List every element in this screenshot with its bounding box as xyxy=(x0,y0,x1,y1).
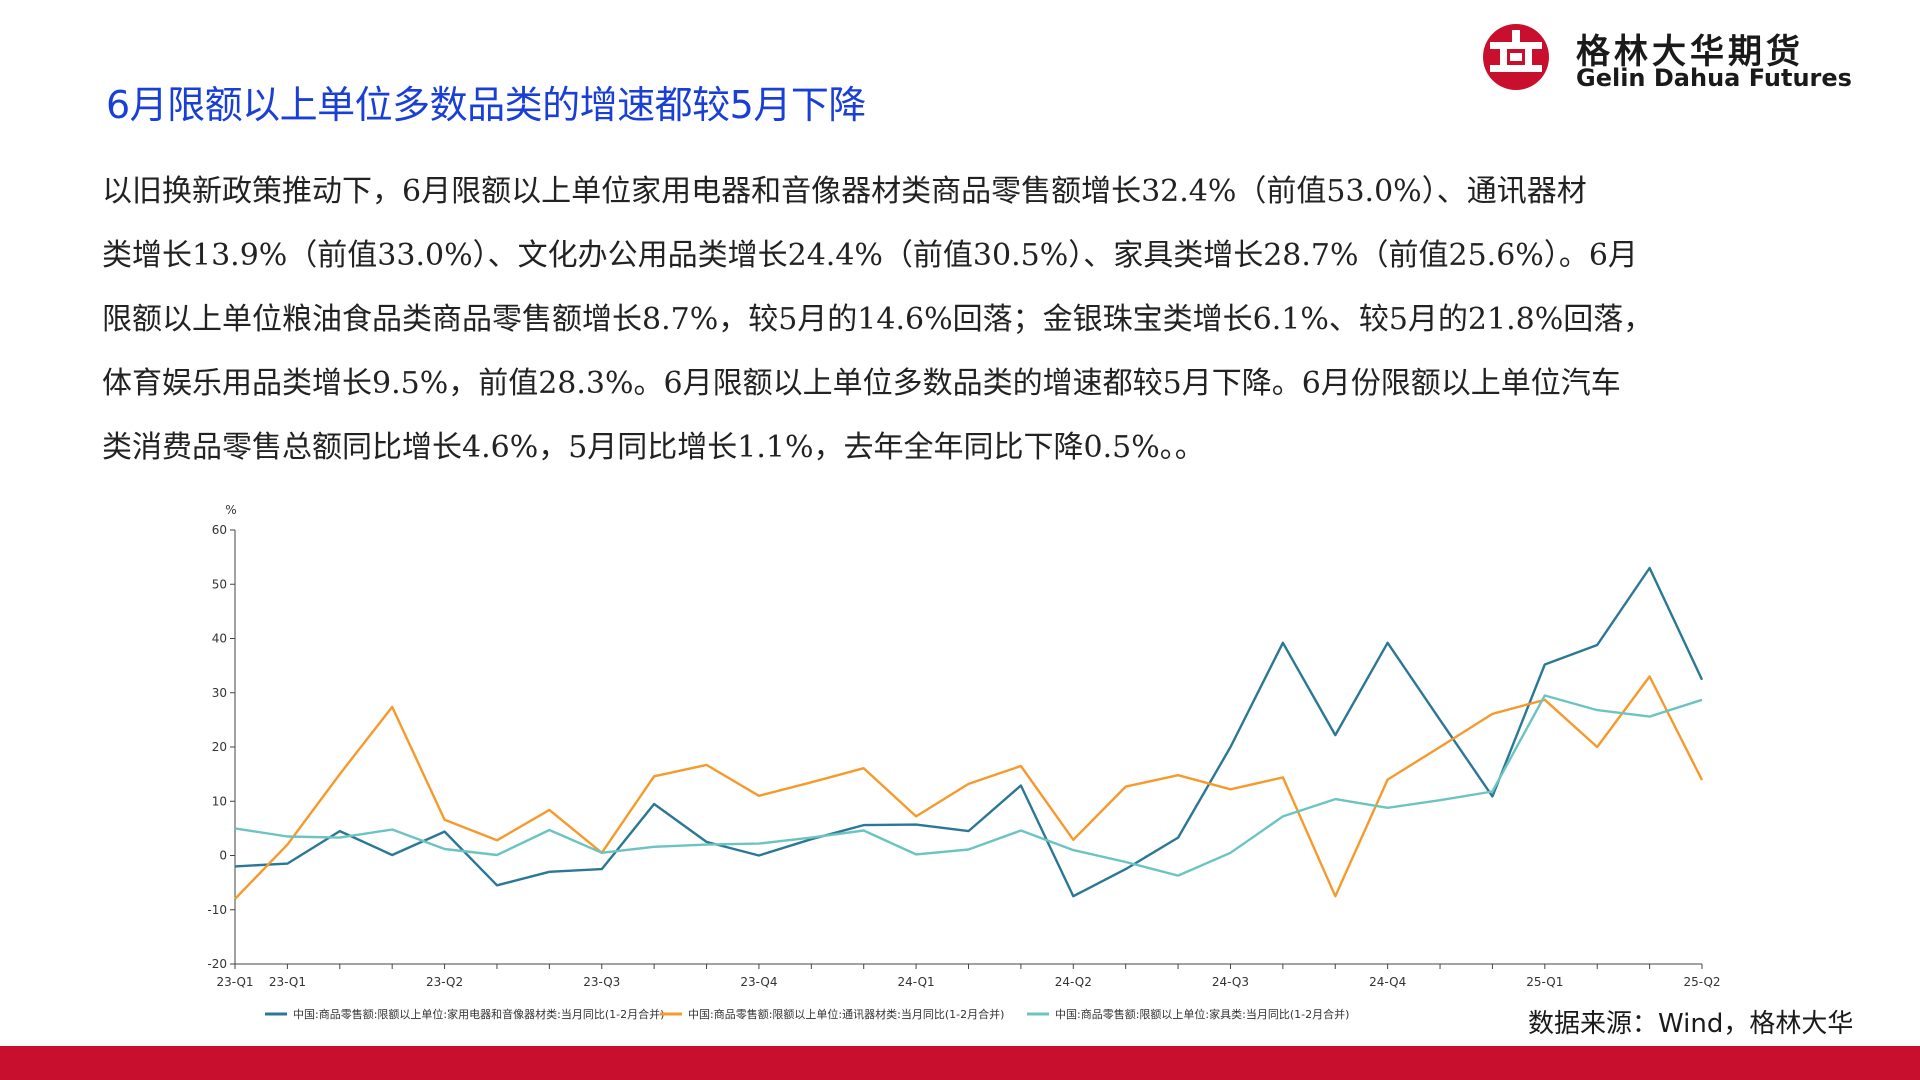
y-tick-label: -20 xyxy=(207,957,227,971)
legend-label: 中国:商品零售额:限额以上单位:家具类:当月同比(1-2月合并) xyxy=(1055,1007,1349,1021)
x-tick-label: 23-Q2 xyxy=(426,975,463,989)
y-tick-label: 30 xyxy=(212,686,227,700)
legend-label: 中国:商品零售额:限额以上单位:通讯器材类:当月同比(1-2月合并) xyxy=(688,1007,1004,1021)
series-line xyxy=(234,566,1704,898)
y-tick-label: 50 xyxy=(212,577,227,591)
y-tick-label: 0 xyxy=(219,849,227,863)
paragraph-line: 限额以上单位粮油食品类商品零售额增长8.7%，较5月的14.6%回落；金银珠宝类… xyxy=(102,302,1654,337)
x-tick-label: 25-Q2 xyxy=(1683,975,1720,989)
logo-chinese-name: 格林大华期货 xyxy=(1576,32,1804,72)
x-tick-label: 23-Q1 xyxy=(269,975,306,989)
logo-english-name: Gelin Dahua Futures xyxy=(1576,64,1852,92)
y-tick-label: 10 xyxy=(212,794,227,808)
x-tick-label: 23-Q3 xyxy=(583,975,620,989)
x-tick-label: 23-Q4 xyxy=(740,975,777,989)
x-tick-label: 23-Q1 xyxy=(216,975,253,989)
series-line xyxy=(234,694,1703,877)
paragraph-line: 类增长13.9%（前值33.0%）、文化办公用品类增长24.4%（前值30.5%… xyxy=(102,238,1638,273)
slide-title: 6月限额以上单位多数品类的增速都较5月下降 xyxy=(106,83,866,127)
legend-label: 中国:商品零售额:限额以上单位:家用电器和音像器材类:当月同比(1-2月合并) xyxy=(293,1007,664,1021)
y-tick-label: 40 xyxy=(212,632,227,646)
y-tick-label: 60 xyxy=(212,523,227,537)
y-tick-label: -10 xyxy=(207,903,227,917)
chart-canvas: % -20 -10 0 10 20 30 40 50 60 23-Q1 23-Q1 23-Q2 23-Q3… xyxy=(207,503,1720,1021)
paragraph-line: 类消费品零售总额同比增长4.6%，5月同比增长1.1%，去年全年同比下降0.5%… xyxy=(102,430,1205,465)
y-tick-label: 20 xyxy=(212,740,227,754)
paragraph-line: 体育娱乐用品类增长9.5%，前值28.3%。6月限额以上单位多数品类的增速都较5… xyxy=(102,366,1621,401)
y-axis-unit: % xyxy=(225,503,236,517)
company-logo: 格林大华期货 Gelin Dahua Futures xyxy=(1476,20,1896,94)
x-tick-label: 24-Q3 xyxy=(1212,975,1249,989)
x-tick-label: 24-Q4 xyxy=(1369,975,1406,989)
body-paragraph: 以旧换新政策推动下，6月限额以上单位家用电器和音像器材类商品零售额增长32.4%… xyxy=(102,160,1882,480)
gelin-dahua-logo-icon xyxy=(1483,24,1549,90)
line-chart: % -20 -10 0 10 20 30 40 50 60 23-Q1 23-Q1 23-Q2 23-Q3… xyxy=(190,490,1750,1050)
footer-bar xyxy=(0,1046,1920,1080)
series-line xyxy=(234,675,1704,900)
data-source-note: 数据来源：Wind，格林大华 xyxy=(1528,1009,1854,1039)
paragraph-line: 以旧换新政策推动下，6月限额以上单位家用电器和音像器材类商品零售额增长32.4%… xyxy=(102,174,1587,209)
x-tick-label: 24-Q1 xyxy=(898,975,935,989)
x-tick-label: 25-Q1 xyxy=(1526,975,1563,989)
x-tick-label: 24-Q2 xyxy=(1055,975,1092,989)
